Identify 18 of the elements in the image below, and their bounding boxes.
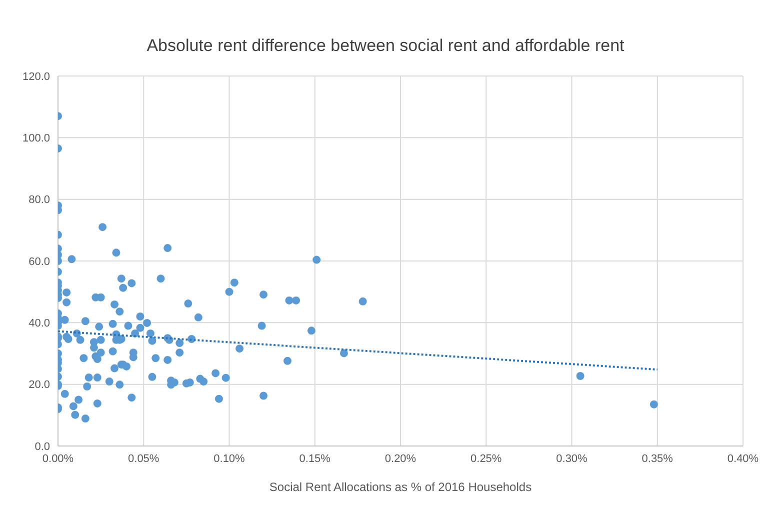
x-tick-label: 0.00% bbox=[42, 452, 74, 465]
y-tick-label: 120.0 bbox=[22, 70, 50, 83]
x-tick-label: 0.05% bbox=[128, 452, 160, 465]
x-tick-label: 0.25% bbox=[470, 452, 502, 465]
x-tick-label: 0.10% bbox=[214, 452, 246, 465]
x-tick-label: 0.40% bbox=[727, 452, 759, 465]
y-tick-label: 40.0 bbox=[28, 318, 50, 330]
y-tick-label: 20.0 bbox=[28, 379, 50, 392]
x-axis-title: Social Rent Allocations as % of 2016 Households bbox=[269, 480, 532, 494]
x-tick-label: 0.20% bbox=[384, 452, 416, 465]
x-tick-label: 0.15% bbox=[299, 452, 331, 465]
x-tick-label: 0.30% bbox=[556, 452, 588, 465]
y-tick-label: 0.0 bbox=[34, 440, 50, 453]
y-tick-label: 80.0 bbox=[28, 194, 50, 206]
x-tick-label: 0.35% bbox=[642, 452, 674, 465]
y-tick-label: 60.0 bbox=[28, 256, 50, 268]
chart-title: Absolute rent difference between social rent and affordable rent bbox=[146, 35, 626, 57]
y-tick-label: 100.0 bbox=[22, 132, 50, 145]
